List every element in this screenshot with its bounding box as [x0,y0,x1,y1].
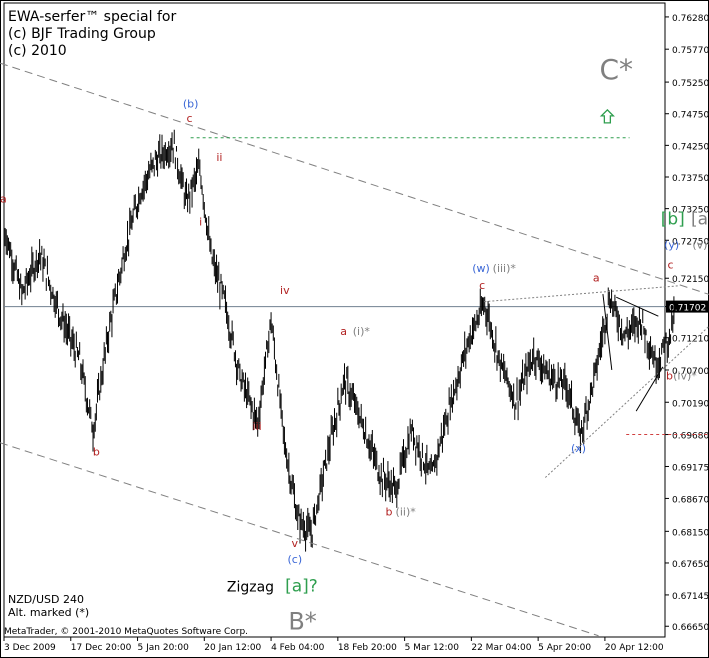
wave-label: (ii)* [396,506,417,519]
wave-label: iii [253,420,262,433]
y-tick-label: 0.73250 [672,206,709,216]
wave-label: [a]* [691,209,709,229]
x-tick-label: 3 Dec 2009 [4,643,56,653]
x-tick-label: 18 Feb 20:00 [338,643,397,653]
wave-label: (c) [287,553,302,566]
wave-label: (w) [472,262,490,275]
wedge-b [602,293,613,371]
up-arrow-icon [599,108,615,124]
y-tick-label: 0.66650 [672,623,709,633]
y-tick-label: 0.67145 [672,592,709,602]
plot-frame [3,2,666,638]
x-tick-label: 5 Apr 20:00 [538,643,591,653]
wave-label: [b] [661,209,685,229]
wave-label: (y) [664,239,679,252]
wave-label: c [668,259,674,272]
copyright-label: MetaTrader, © 2001-2010 MetaQuotes Softw… [4,627,249,637]
y-tick-label: 0.70700 [672,367,709,377]
wave-label: i [199,216,202,229]
y-tick-label: 0.72750 [672,237,709,247]
wave-label: [a]? [285,576,318,596]
wave-label: c [479,279,485,292]
y-tick-label: 0.75770 [672,46,709,56]
y-tick-label: 0.67650 [672,560,709,570]
wave-label: (b) [183,97,199,110]
wave-label: Zigzag [227,579,274,595]
x-tick-label: 20 Apr 12:00 [605,643,664,653]
upper-channel [0,62,709,295]
y-tick-label: 0.73750 [672,174,709,184]
wave-label: a [593,271,600,284]
x-tick-label: 20 Jan 12:00 [204,643,261,653]
wedge-a [616,296,659,317]
wave-label: (iv)* [673,369,697,382]
y-tick-label: 0.69680 [672,432,709,442]
wave-label: v [292,537,299,550]
wave-label: C* [599,53,633,86]
x-tick-label: 17 Dec 20:00 [71,643,132,653]
triangle-top [484,285,679,303]
y-tick-label: 0.74750 [672,111,709,121]
header-line-2: (c) BJF Trading Group [8,26,156,42]
y-tick-label: 0.71210 [672,335,709,345]
wave-label: (v)* [692,239,709,252]
x-tick-label: 22 Mar 04:00 [471,643,531,653]
wave-label: (i)* [353,325,371,338]
wave-label: b [386,506,393,519]
header-line-3: (c) 2010 [8,43,67,59]
y-tick-label: 0.75250 [672,79,709,89]
wave-label: ii [216,151,222,164]
y-tick-label: 0.70190 [672,399,709,409]
y-tick-label: 0.68670 [672,495,709,505]
y-tick-label: 0.76280 [672,14,709,24]
wave-label: (x) [571,442,586,455]
x-tick-label: 5 Jan 20:00 [138,643,190,653]
price-label: 0.71702 [669,304,706,314]
y-tick-label: 0.68150 [672,528,709,538]
x-tick-label: 4 Feb 04:00 [271,643,325,653]
price-label-box [666,300,709,313]
wave-label: a [340,325,347,338]
lower-channel [0,442,599,637]
wave-label: b [93,445,100,458]
wave-label: B* [288,607,316,635]
wave-label: iv [280,284,290,297]
wave-label: (iii)* [493,262,517,275]
y-tick-label: 0.72150 [672,275,709,285]
wave-label: b [666,369,673,382]
wave-label: c [186,112,192,125]
wedge-c [635,366,664,412]
alt-label: Alt. marked (*) [8,606,90,619]
header-line-1: EWA-serfer™ special for [8,9,177,25]
y-tick-label: 0.74250 [672,142,709,152]
x-tick-label: 5 Mar 12:00 [405,643,460,653]
triangle-bottom [544,325,709,478]
y-tick-label: 0.69175 [672,463,709,473]
wave-label: a [0,192,7,205]
symbol-label: NZD/USD 240 [8,593,84,606]
